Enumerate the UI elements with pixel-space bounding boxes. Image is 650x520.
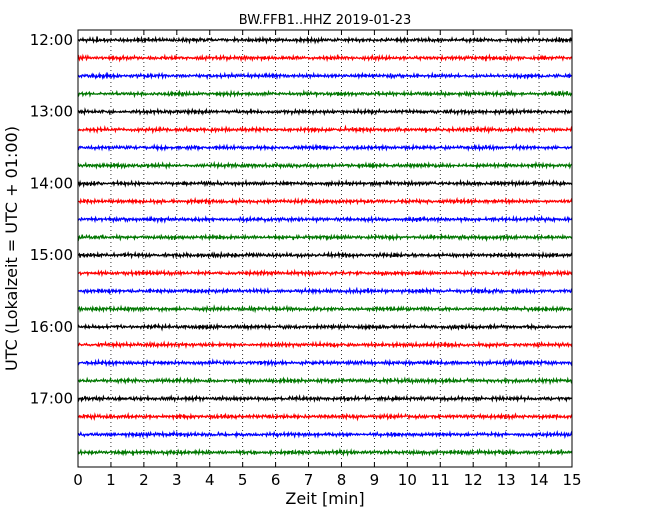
x-tick-label: 0 — [73, 471, 83, 489]
x-tick-label: 10 — [398, 471, 417, 489]
x-tick-label: 7 — [304, 471, 314, 489]
y-tick-label: 15:00 — [30, 246, 73, 264]
x-tick-label: 9 — [370, 471, 380, 489]
trace-layer — [77, 35, 573, 457]
y-tick-label: 12:00 — [30, 31, 73, 49]
y-tick-label: 16:00 — [30, 318, 73, 336]
trace-1630 — [77, 358, 573, 368]
x-tick-label: 1 — [106, 471, 116, 489]
trace-1315 — [77, 124, 573, 135]
x-tick-label: 2 — [139, 471, 149, 489]
trace-1415 — [77, 196, 573, 206]
trace-1445 — [77, 232, 573, 242]
trace-1545 — [77, 304, 573, 314]
x-tick-label: 15 — [562, 471, 581, 489]
trace-1245 — [77, 89, 573, 99]
tick-labels: 0 1 2 3 4 5 6 7 8 9 10 11 12 13 14 1512:0013:0014:0015:… — [30, 31, 582, 489]
trace-1745 — [77, 447, 573, 457]
trace-1500 — [77, 250, 573, 260]
trace-1300 — [77, 107, 573, 117]
trace-1215 — [77, 53, 573, 63]
x-tick-label: 5 — [238, 471, 248, 489]
trace-1730 — [77, 429, 573, 440]
trace-1330 — [77, 143, 573, 152]
trace-1230 — [77, 71, 573, 81]
trace-1700 — [77, 393, 573, 403]
x-tick-label: 6 — [271, 471, 281, 489]
grid-lines — [110, 30, 540, 467]
trace-1530 — [77, 286, 573, 296]
x-tick-label: 11 — [431, 471, 450, 489]
x-tick-label: 12 — [464, 471, 483, 489]
trace-1400 — [77, 178, 573, 189]
x-tick-label: 3 — [172, 471, 182, 489]
x-tick-label: 4 — [205, 471, 215, 489]
y-tick-label: 13:00 — [30, 103, 73, 121]
trace-1515 — [77, 268, 573, 278]
trace-1615 — [77, 340, 573, 350]
trace-1600 — [77, 322, 573, 332]
x-tick-label: 13 — [497, 471, 516, 489]
plot-frame — [77, 29, 573, 468]
x-tick-label: 14 — [530, 471, 549, 489]
trace-1200 — [77, 35, 573, 45]
trace-1715 — [77, 412, 573, 422]
x-axis-label: Zeit [min] — [285, 489, 364, 508]
y-tick-label: 17:00 — [30, 390, 73, 408]
tick-marks — [77, 30, 573, 467]
y-tick-label: 14:00 — [30, 174, 73, 192]
chart-title: BW.FFB1..HHZ 2019-01-23 — [239, 13, 412, 28]
y-axis-label: UTC (Lokalzeit = UTC + 01:00) — [2, 126, 21, 371]
trace-1645 — [77, 376, 573, 386]
trace-1430 — [77, 214, 573, 225]
x-tick-label: 8 — [337, 471, 347, 489]
trace-1345 — [77, 160, 573, 170]
